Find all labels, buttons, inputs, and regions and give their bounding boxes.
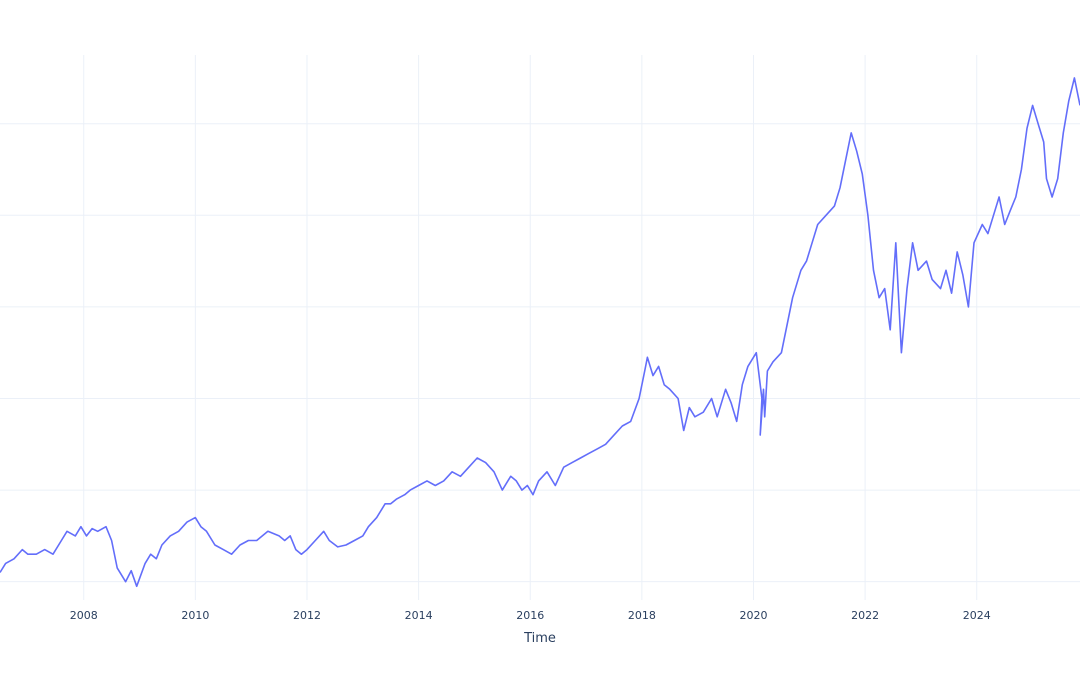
x-tick-label-2024: 2024 — [963, 609, 991, 622]
x-tick-label-2022: 2022 — [851, 609, 879, 622]
x-tick-label-2018: 2018 — [628, 609, 656, 622]
x-axis-title: Time — [523, 631, 556, 646]
grid-lines — [0, 55, 1080, 600]
x-tick-label-2014: 2014 — [405, 609, 433, 622]
x-axis-ticks: 2008 2010 2012 2014 2016 2018 2020 2022 2024 — [70, 609, 991, 622]
x-tick-label-2010: 2010 — [181, 609, 209, 622]
x-tick-label-2020: 2020 — [739, 609, 767, 622]
x-tick-label-2012: 2012 — [293, 609, 321, 622]
x-tick-label-2008: 2008 — [70, 609, 98, 622]
series-layer — [0, 77, 1080, 588]
series-line-0 — [0, 77, 1080, 588]
x-tick-label-2016: 2016 — [516, 609, 544, 622]
